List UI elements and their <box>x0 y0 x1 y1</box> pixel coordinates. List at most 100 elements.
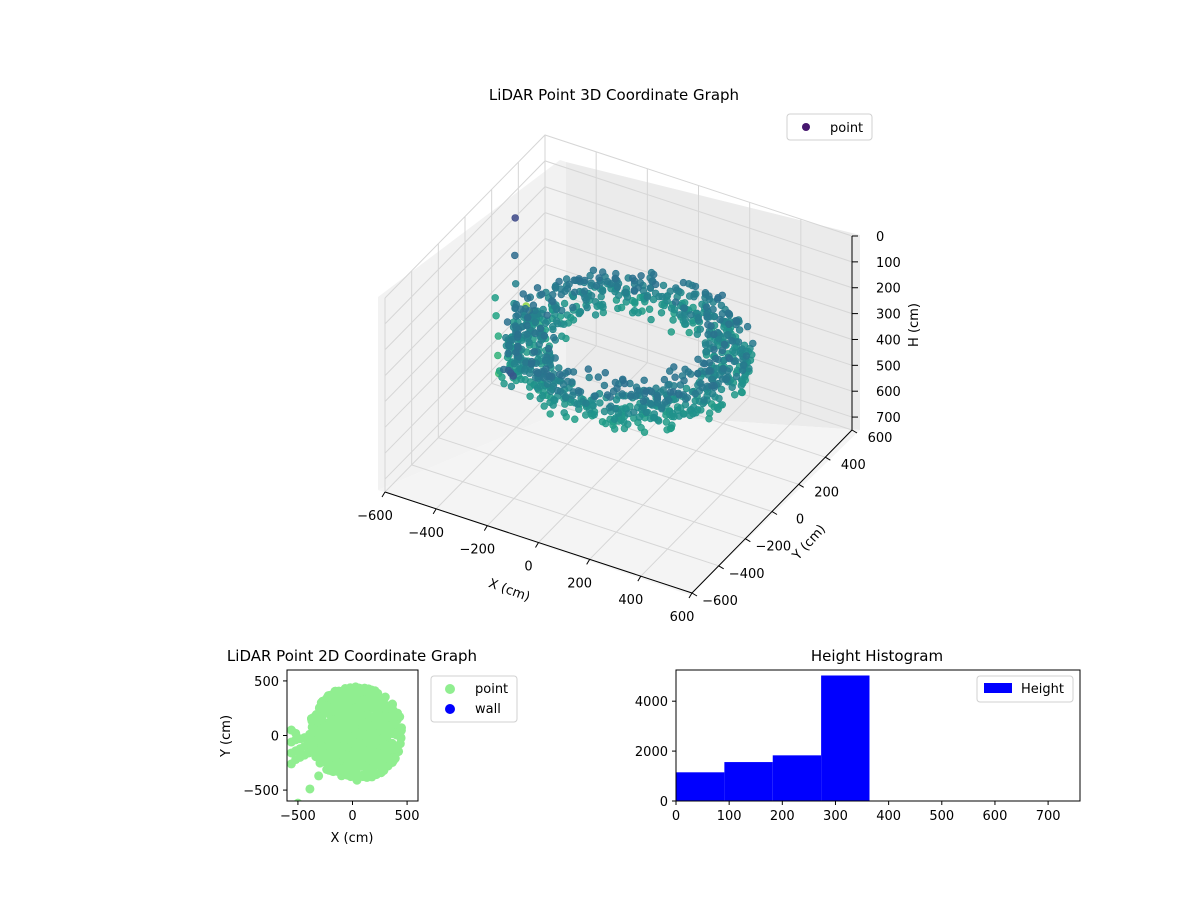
point-3d <box>675 391 683 399</box>
grid-h-line <box>384 160 853 325</box>
point-2d <box>395 712 405 722</box>
point-3d <box>647 400 655 408</box>
legend-2d-point-marker <box>445 684 455 694</box>
x-tick-label-3d: 0 <box>524 560 532 575</box>
point-3d <box>711 354 720 363</box>
y-tick-label-2d: −500 <box>243 784 279 799</box>
ticks-3d: −600−400−2000200400600−600−400−200020040… <box>357 230 901 625</box>
point-3d <box>670 306 679 314</box>
y-tick-label-3d: 600 <box>868 431 893 446</box>
point-3d <box>492 312 500 320</box>
grid-y-line <box>491 189 799 485</box>
point-2d <box>347 706 357 716</box>
point-2d <box>347 714 357 724</box>
point-3d <box>531 318 540 326</box>
point-3d <box>525 307 533 315</box>
point-3d <box>504 349 512 358</box>
y-tick-label-3d: −400 <box>729 567 765 582</box>
point-2d <box>361 702 371 712</box>
histogram-x-tick-label: 100 <box>717 809 742 824</box>
point-3d <box>620 379 629 388</box>
x-tick-label-3d: 200 <box>567 576 592 591</box>
point-3d <box>529 301 538 309</box>
z-tick-label-3d: 300 <box>876 308 901 323</box>
point-3d <box>703 313 711 321</box>
x-tick-label-3d: −200 <box>459 543 495 558</box>
point-3d <box>651 280 660 289</box>
point-3d <box>664 381 672 389</box>
point-3d <box>600 407 609 416</box>
point-2d <box>326 733 336 743</box>
point-3d <box>682 384 691 393</box>
point-3d <box>540 332 549 340</box>
point-3d <box>586 271 594 280</box>
z-tick-label-3d: 100 <box>876 256 901 271</box>
histogram-title: Height Histogram <box>811 647 943 665</box>
point-3d <box>732 317 741 325</box>
point-3d <box>525 383 534 391</box>
histogram-x-tick-label: 200 <box>770 809 795 824</box>
grid-y-line <box>437 243 746 540</box>
point-3d <box>717 385 726 394</box>
point-2d <box>314 771 324 781</box>
point-3d <box>512 348 520 357</box>
x-tick-label-2d: 0 <box>348 809 356 824</box>
x-tick-3d <box>432 508 437 515</box>
x-tick-label-3d: −400 <box>408 526 444 541</box>
point-3d <box>583 303 591 312</box>
point-3d <box>535 340 543 349</box>
point-3d <box>592 282 601 290</box>
point-3d <box>545 372 553 380</box>
point-2d <box>379 702 389 712</box>
point-3d <box>719 364 727 373</box>
point-3d <box>533 384 542 392</box>
point-3d <box>669 316 677 324</box>
point-2d <box>363 710 373 720</box>
point-3d <box>691 282 700 291</box>
point-2d <box>345 693 355 703</box>
point-3d <box>598 268 607 276</box>
histogram-legend-swatch <box>984 683 1012 693</box>
point-3d <box>547 297 556 305</box>
point-3d <box>568 378 576 386</box>
point-3d <box>683 394 691 402</box>
point-3d <box>680 304 689 312</box>
point-3d <box>698 383 706 392</box>
point-3d <box>540 402 548 410</box>
point-3d <box>509 372 517 380</box>
point-3d <box>705 292 713 300</box>
histogram-x-tick-label: 700 <box>1036 809 1061 824</box>
pane-back-left <box>378 160 566 490</box>
point-3d <box>743 322 752 331</box>
point-3d <box>563 311 571 319</box>
point-3d <box>590 411 598 419</box>
point-2d <box>383 746 393 756</box>
plot-2d: LiDAR Point 2D Coordinate Graph −500 0 500… <box>219 647 518 846</box>
point-3d <box>614 291 623 300</box>
point-3d <box>494 332 502 340</box>
z-tick-label-3d: 0 <box>876 230 884 245</box>
point-3d <box>742 352 751 360</box>
point-3d <box>738 345 746 353</box>
point-3d <box>511 280 520 288</box>
point-3d <box>724 331 732 339</box>
point-2d <box>293 798 302 801</box>
point-3d <box>555 277 563 286</box>
point-2d <box>350 752 360 761</box>
grid-y-line <box>464 216 773 512</box>
histogram-frame <box>675 669 1081 802</box>
grid-h-line <box>384 186 853 351</box>
point-3d <box>649 270 658 279</box>
point-3d <box>570 276 578 284</box>
point-2d <box>350 739 360 749</box>
point-3d <box>498 373 506 381</box>
plot-3d: LiDAR Point 3D Coordinate Graph −600 −400… <box>357 86 922 625</box>
point-3d <box>661 398 670 406</box>
point-3d <box>707 322 715 330</box>
point-2d <box>329 719 339 729</box>
y-tick-3d <box>798 483 804 488</box>
x-tick-label-3d: 400 <box>618 593 643 608</box>
point-3d <box>564 367 572 376</box>
point-3d <box>523 321 531 330</box>
point-2d <box>362 770 372 780</box>
